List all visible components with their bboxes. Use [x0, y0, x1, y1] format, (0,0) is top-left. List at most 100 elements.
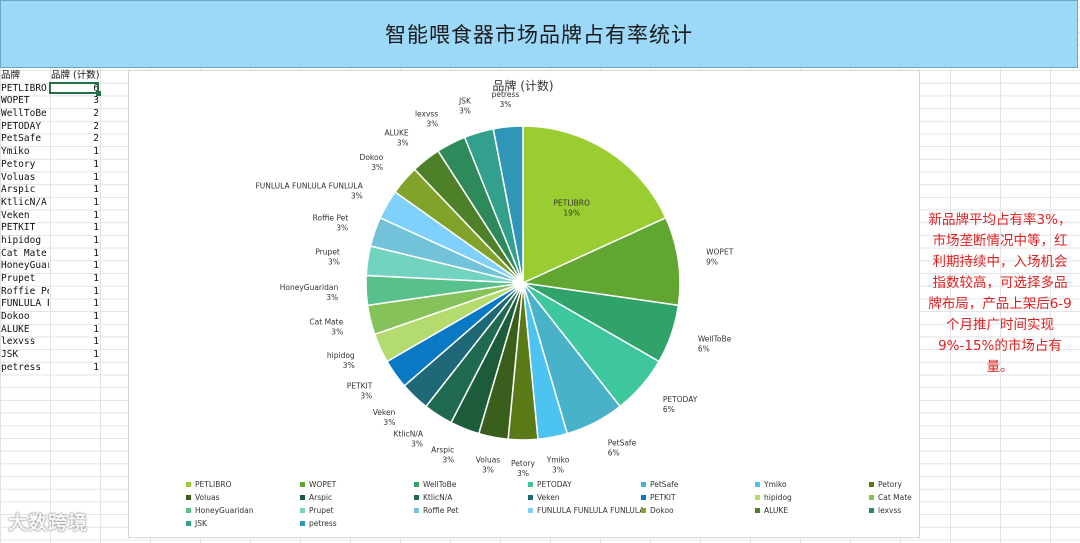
pie-slice[interactable]	[522, 125, 667, 285]
cell-count[interactable]: 2	[93, 108, 99, 120]
cell-count[interactable]: 1	[93, 311, 99, 323]
cell-brand[interactable]: Petory	[1, 158, 36, 170]
legend-entry[interactable]: PETKIT	[650, 493, 676, 502]
table-row: hipidog 1	[0, 235, 130, 248]
cell-count[interactable]: 1	[93, 158, 99, 170]
legend-entry[interactable]: Dokoo	[650, 506, 674, 515]
cell-brand[interactable]: Roffie Pe	[1, 285, 49, 297]
table-row: lexvss 1	[0, 336, 130, 349]
cell-count[interactable]: 1	[93, 273, 99, 284]
data-label-pct: 3%	[482, 466, 494, 475]
cell-brand[interactable]: lexvss	[1, 336, 36, 348]
cell-brand[interactable]: petress	[1, 361, 42, 373]
legend-entry[interactable]: ALUKE	[764, 506, 788, 515]
cell-count[interactable]: 1	[93, 171, 99, 183]
cell-count[interactable]: 1	[93, 260, 99, 272]
data-label: PETLIBRO 19%	[553, 198, 590, 217]
cell-count[interactable]: 6	[93, 82, 99, 94]
pie-chart-area[interactable]: 品牌 (计数) PETLIBRO 19% WOPET 9% WellToBe 6% PETOD…	[128, 70, 920, 538]
legend-entry[interactable]: Voluas	[195, 493, 220, 502]
legend-entry[interactable]: HoneyGuaridan	[195, 506, 254, 515]
cell-brand[interactable]: PETODAY	[1, 120, 42, 132]
legend-entry[interactable]: petress	[309, 519, 337, 528]
cell-brand[interactable]: FUNLULA F	[1, 298, 49, 310]
data-label-name: petress	[492, 90, 520, 99]
cell-brand[interactable]: Dokoo	[1, 311, 30, 323]
cell-count[interactable]: 1	[93, 285, 99, 297]
legend-entry[interactable]: Ymiko	[763, 480, 787, 489]
data-label-pct: 3%	[426, 120, 438, 129]
cell-brand[interactable]: Voluas	[1, 171, 36, 183]
data-label-pct: 3%	[411, 440, 423, 449]
table-row: Voluas 1	[0, 172, 130, 185]
legend-entry[interactable]: Arspic	[309, 493, 332, 502]
table-row: Petory 1	[0, 159, 130, 172]
cell-brand[interactable]: HoneyGuar	[1, 260, 49, 272]
cell-count[interactable]: 1	[93, 196, 99, 208]
legend-entry[interactable]: FUNLULA FUNLULA FUNLULA	[537, 506, 645, 515]
data-label: PetSafe 6%	[608, 438, 637, 457]
cell-count[interactable]: 1	[93, 146, 99, 158]
cell-brand[interactable]: KtlicN/A	[1, 196, 47, 208]
cell-count[interactable]: 1	[93, 247, 99, 259]
legend-entry[interactable]: PetSafe	[650, 480, 679, 489]
cell-brand[interactable]: PETKIT	[1, 222, 36, 234]
cell-count[interactable]: 1	[93, 361, 99, 373]
cell-brand[interactable]: Ymiko	[1, 146, 30, 158]
cell-count[interactable]: 1	[93, 349, 99, 361]
header-count[interactable]: 品牌 (计数)	[51, 70, 100, 81]
cell-count[interactable]: 1	[93, 209, 99, 221]
table-row: PETLIBRO 6	[0, 83, 130, 96]
legend-swatch	[186, 495, 191, 500]
cell-brand[interactable]: WellToBe	[1, 108, 47, 120]
cell-brand[interactable]: PETLIBRO	[1, 82, 47, 94]
data-label-pct: 9%	[706, 258, 718, 267]
cell-count[interactable]: 2	[93, 120, 99, 132]
cell-count[interactable]: 1	[93, 298, 99, 310]
legend-entry[interactable]: PETODAY	[537, 480, 572, 489]
pie-slice[interactable]	[520, 216, 681, 307]
legend-entry[interactable]: JSK	[194, 519, 208, 528]
cell-brand[interactable]: JSK	[1, 349, 19, 361]
data-label-name: KtlicN/A	[394, 430, 424, 439]
legend-entry[interactable]: Prupet	[309, 506, 334, 515]
data-label: hipidog 3%	[327, 351, 355, 370]
cell-brand[interactable]: Cat Mate	[1, 247, 47, 259]
cell-brand[interactable]: PetSafe	[1, 133, 42, 145]
header-brand[interactable]: 品牌	[1, 70, 21, 81]
cell-brand[interactable]: Veken	[1, 209, 30, 221]
cell-brand[interactable]: WOPET	[1, 95, 30, 107]
table-row: Ymiko 1	[0, 146, 130, 159]
legend-entry[interactable]: Roffie Pet	[423, 506, 459, 515]
data-label-name: Voluas	[476, 456, 501, 465]
legend-entry[interactable]: KtlicN/A	[423, 493, 453, 502]
legend-entry[interactable]: hipidog	[764, 493, 792, 502]
cell-brand[interactable]: Prupet	[1, 273, 36, 284]
legend-entry[interactable]: lexvss	[878, 506, 901, 515]
table-row: KtlicN/A 1	[0, 197, 130, 210]
cell-count[interactable]: 1	[93, 184, 99, 196]
pie-slice[interactable]	[492, 125, 524, 284]
data-label-pct: 3%	[351, 192, 363, 201]
legend-swatch	[869, 495, 874, 500]
cell-brand[interactable]: ALUKE	[1, 323, 30, 335]
legend-entry[interactable]: Petory	[878, 480, 902, 489]
cell-count[interactable]: 2	[93, 133, 99, 145]
cell-brand[interactable]: hipidog	[1, 234, 42, 246]
legend-entry[interactable]: WellToBe	[423, 480, 457, 489]
legend-swatch	[528, 508, 533, 513]
table-row: Veken 1	[0, 210, 130, 223]
cell-count[interactable]: 1	[93, 234, 99, 246]
cell-count[interactable]: 1	[93, 323, 99, 335]
legend-entry[interactable]: Veken	[537, 493, 560, 502]
cell-brand[interactable]: Arspic	[1, 184, 36, 196]
legend-entry[interactable]: Cat Mate	[878, 493, 912, 502]
legend-swatch	[869, 508, 874, 513]
data-label-name: Veken	[373, 408, 396, 417]
cell-count[interactable]: 1	[93, 222, 99, 234]
cell-count[interactable]: 1	[93, 336, 99, 348]
selected-cell[interactable]	[49, 82, 101, 96]
legend-entry[interactable]: WOPET	[309, 480, 337, 489]
legend-entry[interactable]: PETLIBRO	[195, 480, 232, 489]
cell-count[interactable]: 3	[93, 95, 99, 107]
